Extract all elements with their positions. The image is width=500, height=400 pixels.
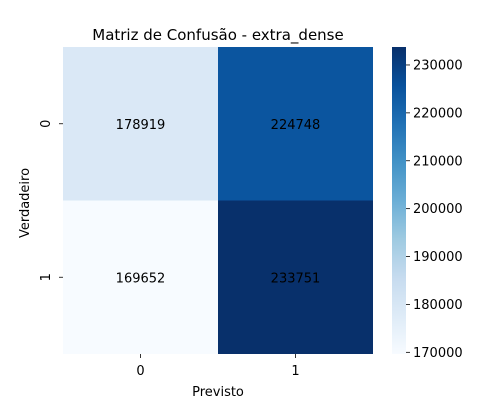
heatmap-cell xyxy=(218,200,373,354)
colorbar-tick-label: 230000 xyxy=(413,58,463,73)
heatmap-cells xyxy=(63,47,373,354)
colorbar xyxy=(392,47,406,354)
cell-value-label: 169652 xyxy=(116,271,166,286)
y-tick-label: 0 xyxy=(39,120,54,128)
cell-value-label: 224748 xyxy=(271,118,321,133)
y-axis-label: Verdadeiro xyxy=(18,168,33,238)
x-axis-label: Previsto xyxy=(192,385,244,400)
colorbar-tick-label: 210000 xyxy=(413,154,463,169)
cell-value-label: 233751 xyxy=(271,271,321,286)
colorbar-ticks: 170000 180000 190000 200000 210000 220000 2300… xyxy=(406,58,463,361)
x-tick-label: 0 xyxy=(136,364,144,379)
colorbar-tick-label: 170000 xyxy=(413,346,463,361)
x-tick-label: 1 xyxy=(291,364,299,379)
colorbar-tick-label: 200000 xyxy=(413,202,463,217)
y-tick-label: 1 xyxy=(39,273,54,281)
heatmap-cell-labels: 178919 224748 169652 233751 xyxy=(116,118,321,287)
chart-title: Matriz de Confusão - extra_dense xyxy=(92,26,343,45)
y-axis: 01 xyxy=(39,120,63,281)
cell-value-label: 178919 xyxy=(116,118,166,133)
colorbar-tick-label: 220000 xyxy=(413,106,463,121)
heatmap-cell xyxy=(218,47,373,201)
colorbar-tick-label: 190000 xyxy=(413,250,463,265)
heatmap-cell xyxy=(63,200,218,354)
colorbar-tick-label: 180000 xyxy=(413,298,463,313)
heatmap-cell xyxy=(63,47,218,201)
